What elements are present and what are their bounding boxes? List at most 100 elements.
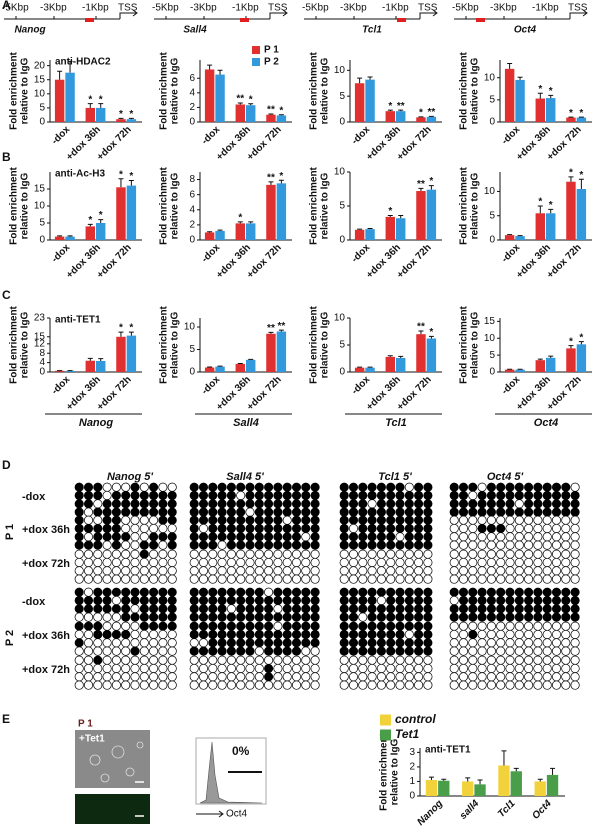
cpg-site — [198, 621, 209, 631]
cpg-site — [139, 655, 149, 665]
cpg-site — [74, 515, 84, 525]
cpg-site — [348, 557, 359, 568]
cpg-site — [395, 621, 405, 631]
cpg-site — [348, 612, 359, 622]
cpg-site — [236, 612, 246, 622]
bar — [510, 771, 522, 796]
cpg-site — [533, 549, 543, 559]
cpg-site — [561, 672, 571, 682]
cpg-site — [217, 595, 227, 606]
cpg-site — [208, 482, 218, 492]
cpg-site — [310, 532, 320, 542]
cpg-site — [83, 629, 94, 640]
cpg-site — [423, 482, 433, 492]
cpg-site — [121, 523, 131, 534]
cpg-site — [102, 540, 112, 550]
cpg-site — [167, 532, 177, 542]
cpg-site — [423, 587, 433, 597]
cpg-site — [226, 612, 236, 622]
error-bar — [418, 330, 424, 335]
cpg-site — [102, 515, 112, 525]
cpg-site — [414, 629, 424, 640]
cpg-site — [376, 490, 386, 501]
cpg-site — [477, 655, 487, 665]
cpg-site — [189, 595, 199, 606]
panel-label: A — [2, 0, 11, 12]
cpg-site — [167, 515, 177, 525]
significance: * — [388, 206, 392, 217]
cpg-site — [449, 540, 459, 550]
bar — [96, 360, 106, 372]
y-tick-label: 15 — [34, 331, 46, 342]
cpg-site — [111, 507, 121, 517]
y-tick-label: 15 — [34, 74, 46, 85]
y-tick-label: 10 — [34, 201, 46, 212]
cpg-site — [376, 612, 386, 622]
cpg-site — [404, 566, 414, 576]
cpg-site — [102, 566, 112, 576]
cpg-site — [102, 490, 112, 501]
cpg-site — [74, 507, 84, 517]
cpg-site — [111, 490, 121, 501]
cpg-site — [514, 638, 524, 648]
cpg-site — [458, 595, 469, 606]
cpg-site — [561, 523, 571, 534]
cpg-site — [158, 523, 168, 534]
cpg-site — [348, 549, 359, 559]
cpg-site — [264, 482, 274, 492]
cpg-site — [93, 672, 103, 682]
bar — [215, 230, 225, 240]
cpg-site — [121, 595, 131, 606]
cpg-site — [404, 499, 414, 509]
y-axis-label: relative to IgG — [470, 311, 481, 378]
cpg-site — [189, 507, 199, 517]
cpg-site — [386, 621, 396, 631]
cpg-site — [570, 672, 580, 682]
cpg-site — [139, 540, 149, 550]
y-tick-label: 10 — [184, 322, 196, 333]
cpg-site — [551, 482, 562, 492]
cpg-site — [496, 646, 506, 656]
cpg-site — [264, 490, 274, 501]
map-label: -5Kbp — [152, 3, 179, 14]
cpg-site — [245, 638, 255, 648]
cpg-site — [477, 574, 487, 584]
cpg-site — [551, 523, 562, 534]
cpg-site — [158, 557, 168, 568]
cpg-site — [310, 587, 320, 597]
cpg-site — [514, 621, 524, 631]
cpg-site — [542, 490, 552, 501]
cpg-site — [74, 523, 84, 534]
cpg-site — [404, 540, 414, 550]
error-bar — [118, 117, 124, 120]
cpg-site — [468, 507, 478, 517]
significance: * — [279, 105, 283, 116]
cpg-site — [102, 655, 112, 665]
cpg-site — [208, 595, 218, 606]
cpg-site — [348, 499, 359, 509]
bar — [535, 213, 545, 240]
cpg-site — [139, 604, 149, 614]
cpg-site — [477, 482, 487, 492]
cpg-site — [423, 604, 433, 614]
cpg-site — [282, 482, 292, 492]
significance: * — [388, 101, 392, 112]
cpg-site — [358, 587, 368, 597]
cpg-site — [486, 663, 496, 674]
cpg-site — [74, 540, 84, 550]
cpg-site — [264, 663, 274, 674]
error-bar — [465, 777, 471, 782]
cpg-site — [139, 574, 149, 584]
cpg-site — [514, 680, 524, 690]
cpg-site — [273, 507, 283, 517]
cpg-site — [339, 532, 349, 542]
cpg-site — [458, 490, 469, 501]
x-tick-label: -dox — [50, 242, 73, 265]
cpg-site — [121, 566, 131, 576]
cpg-site — [561, 604, 571, 614]
y-axis-label: relative to IgG — [470, 57, 481, 124]
cpg-site — [208, 663, 218, 674]
cpg-site — [301, 566, 311, 576]
cpg-site — [458, 540, 469, 550]
y-axis-label: relative to IgG — [470, 172, 481, 239]
